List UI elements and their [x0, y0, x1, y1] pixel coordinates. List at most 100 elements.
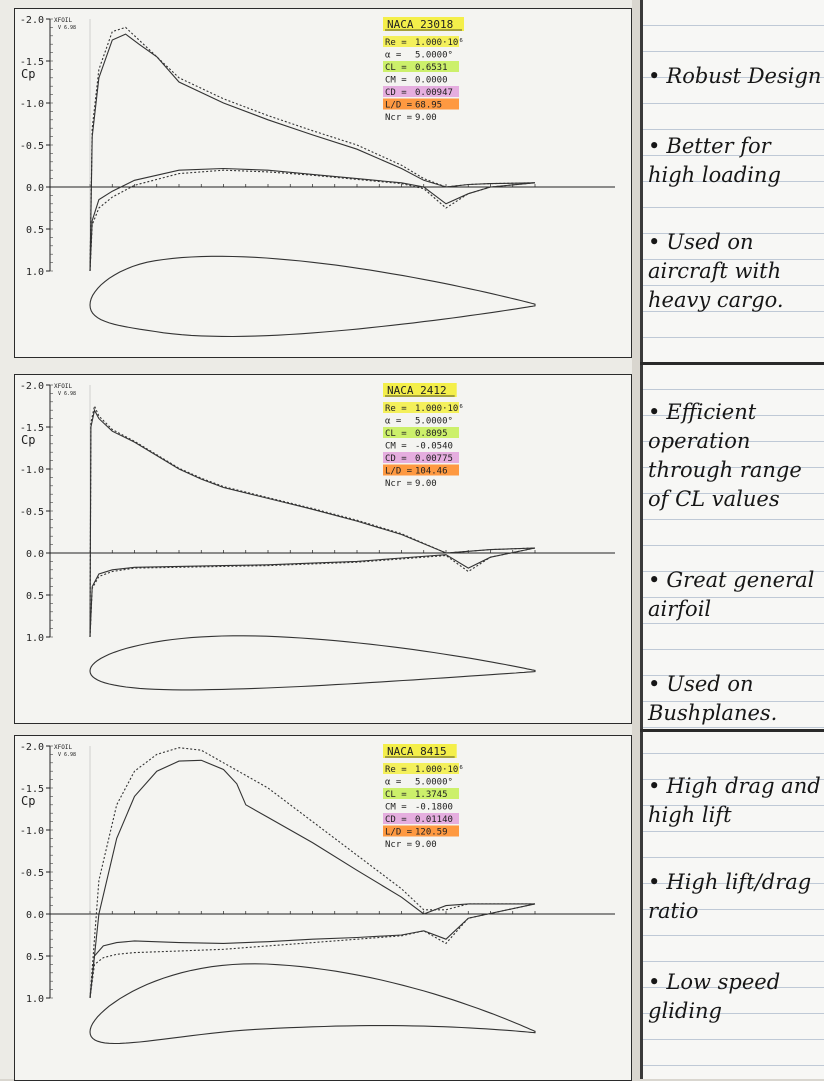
y-tick-label: -1.5 [20, 57, 44, 68]
info-value: 1.3745 [415, 790, 448, 800]
note-item: • Used on aircraft with heavy cargo. [648, 228, 822, 315]
info-label: CD = [385, 815, 407, 825]
note-text: Great general airfoil [648, 568, 815, 621]
info-label: CL = [385, 790, 407, 800]
cp-curve [89, 167, 536, 272]
value-highlight [383, 452, 459, 463]
title-highlight [383, 744, 457, 758]
notebook-margin-line [640, 0, 643, 1079]
info-value: 9.00 [415, 840, 437, 850]
airfoil-title: NACA 2412 [387, 384, 447, 397]
info-label: CL = [385, 429, 407, 439]
note-text: High drag and high lift [648, 774, 821, 827]
printed-sheet: -2.0 -1.5 -1.0 -0.5 0.0 0.5 1.0 Cp XFOIL V 6.98 NA… [0, 0, 632, 1081]
y-tick-label: 0.5 [26, 225, 44, 236]
cp-curve [89, 903, 536, 999]
bullet: • [648, 774, 661, 798]
info-label: α = [385, 417, 402, 427]
value-highlight [383, 36, 459, 47]
info-label: L/D = [385, 467, 413, 477]
note-text: High lift/drag ratio [648, 870, 812, 923]
info-label: L/D = [385, 828, 413, 838]
y-tick-label: 1.0 [26, 633, 44, 644]
info-label: Re = [385, 38, 407, 48]
y-axis-label: Cp [21, 67, 35, 81]
title-highlight [383, 17, 464, 31]
note-item: • High drag and high lift [648, 772, 822, 830]
airfoil-title: NACA 8415 [387, 745, 447, 758]
y-axis-label: Cp [21, 794, 35, 808]
note-text: Used on aircraft with heavy cargo. [648, 230, 784, 312]
version-label: V 6.98 [58, 752, 76, 758]
note-divider [640, 729, 824, 732]
note-text: Used on Bushplanes. [648, 672, 778, 725]
info-value: 0.00947 [415, 88, 453, 98]
info-value: 9.00 [415, 113, 437, 123]
y-tick-label: -1.5 [20, 423, 44, 434]
cp-curve [89, 404, 536, 638]
y-tick-label: 1.0 [26, 994, 44, 1005]
note-text: Low speed gliding [648, 970, 781, 1023]
bullet: • [648, 230, 661, 254]
value-highlight [383, 763, 459, 774]
bullet: • [648, 400, 661, 424]
info-label: CM = [385, 803, 407, 813]
program-label: XFOIL [54, 744, 72, 751]
info-label: Ncr = [385, 479, 413, 489]
title-highlight [383, 383, 457, 397]
info-value: 0.0000 [415, 76, 448, 86]
bullet: • [648, 672, 661, 696]
info-label: CL = [385, 63, 407, 73]
y-tick-label: -1.0 [20, 99, 44, 110]
cp-curve [89, 26, 536, 272]
info-label: CM = [385, 442, 407, 452]
cp-plot-naca-8415: -2.0 -1.5 -1.0 -0.5 0.0 0.5 1.0 Cp XFOIL V 6.98 NA… [14, 735, 632, 1081]
info-label: α = [385, 778, 402, 788]
cp-curve [89, 547, 536, 638]
y-tick-label: -1.0 [20, 826, 44, 837]
cp-plot-naca-23018: -2.0 -1.5 -1.0 -0.5 0.0 0.5 1.0 Cp XFOIL V 6.98 NA… [14, 8, 632, 358]
airfoil-title: NACA 23018 [387, 18, 453, 31]
note-item: • Better for high loading [648, 132, 822, 190]
y-axis-label: Cp [21, 433, 35, 447]
airfoil-outline [89, 635, 536, 691]
y-tick-label: -0.5 [20, 868, 44, 879]
info-label: Ncr = [385, 113, 413, 123]
y-tick-label: 0.0 [26, 549, 44, 560]
bullet: • [648, 64, 661, 88]
note-text: Efficient operation through range of CL … [648, 400, 802, 511]
info-value: 1.000·10⁶ [415, 765, 464, 775]
y-tick-label: -2.0 [20, 742, 44, 753]
info-label: Re = [385, 404, 407, 414]
value-highlight [383, 825, 459, 837]
info-value: 104.46 [415, 467, 448, 477]
version-label: V 6.98 [58, 391, 76, 397]
note-text: Better for high loading [648, 134, 781, 187]
value-highlight [383, 813, 459, 824]
info-value: 68.95 [415, 101, 442, 111]
cp-curve [89, 747, 535, 999]
info-value: 0.8095 [415, 429, 448, 439]
info-value: 1.000·10⁶ [415, 38, 464, 48]
info-label: CD = [385, 88, 407, 98]
airfoil-outline [89, 963, 536, 1045]
value-highlight [383, 464, 459, 476]
note-divider [640, 362, 824, 365]
note-item: • Low speed gliding [648, 968, 822, 1026]
cp-curve [89, 169, 536, 272]
y-tick-label: -1.0 [20, 465, 44, 476]
value-highlight [383, 86, 459, 97]
info-label: α = [385, 51, 402, 61]
info-label: CD = [385, 454, 407, 464]
y-tick-label: 0.5 [26, 591, 44, 602]
bullet: • [648, 870, 661, 894]
info-value: -0.0540 [415, 442, 453, 452]
y-tick-label: -2.0 [20, 381, 44, 392]
y-tick-label: -2.0 [20, 15, 44, 26]
info-value: 5.0000° [415, 417, 453, 427]
program-label: XFOIL [54, 17, 72, 24]
info-label: Re = [385, 765, 407, 775]
note-item: • Robust Design [648, 62, 822, 91]
info-value: 1.000·10⁶ [415, 404, 464, 414]
